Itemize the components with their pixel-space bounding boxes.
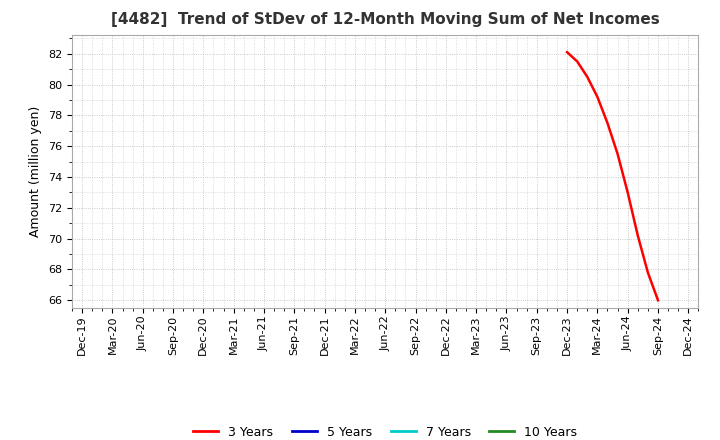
Title: [4482]  Trend of StDev of 12-Month Moving Sum of Net Incomes: [4482] Trend of StDev of 12-Month Moving… [111,12,660,27]
3 Years [613,151,622,157]
3 Years [573,59,582,64]
3 Years [644,270,652,275]
Y-axis label: Amount (million yen): Amount (million yen) [30,106,42,237]
3 Years [603,121,612,126]
Line: 3 Years: 3 Years [567,52,658,300]
3 Years [583,74,592,80]
3 Years [563,50,572,55]
3 Years [634,233,642,238]
3 Years [654,297,662,303]
3 Years [624,190,632,195]
Legend: 3 Years, 5 Years, 7 Years, 10 Years: 3 Years, 5 Years, 7 Years, 10 Years [188,421,582,440]
3 Years [593,94,602,99]
